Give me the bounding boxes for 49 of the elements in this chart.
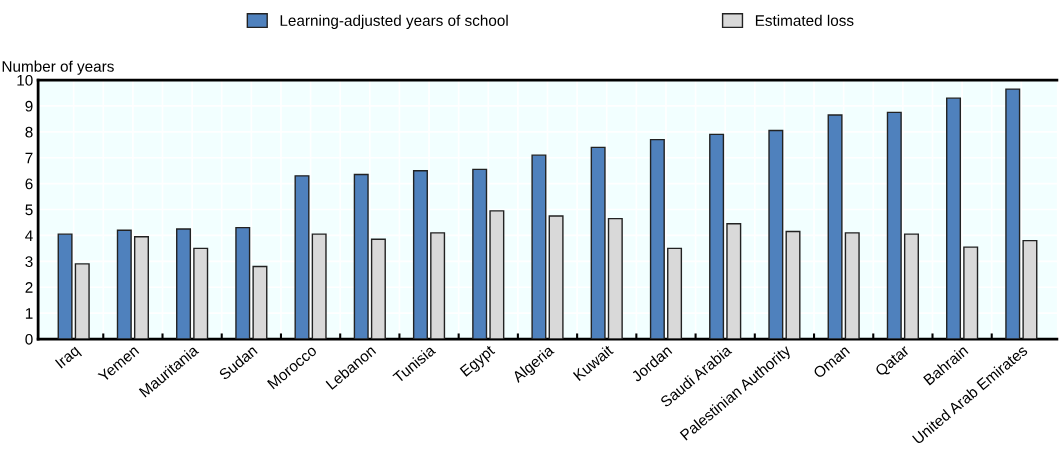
bar: [430, 232, 446, 340]
bar: [886, 111, 902, 340]
bar: [57, 233, 73, 340]
bar: [607, 217, 623, 340]
y-tick-label: 3: [25, 256, 33, 268]
legend-label: Learning-adjusted years of school: [280, 14, 508, 29]
bar: [294, 175, 310, 340]
bar: [709, 133, 725, 340]
y-tick-label: 5: [25, 204, 33, 216]
y-tick-label: 2: [25, 282, 33, 293]
bar: [235, 226, 251, 340]
bar: [116, 229, 132, 340]
bar: [531, 154, 547, 340]
bar: [311, 233, 327, 340]
y-tick-label: 6: [25, 178, 33, 190]
bar: [489, 210, 505, 340]
bar: [768, 129, 784, 340]
bar: [353, 173, 369, 340]
bar: [1022, 239, 1038, 340]
bar: [649, 138, 665, 340]
bar: [412, 169, 428, 340]
bar: [176, 228, 192, 340]
bar: [590, 146, 606, 340]
bar: [785, 230, 801, 340]
bar: [472, 168, 488, 340]
bar: [963, 246, 979, 340]
bar: [548, 215, 564, 340]
bar: [74, 263, 90, 340]
y-tick-label: 8: [25, 126, 33, 138]
y-tick-label: 4: [25, 230, 33, 241]
bar: [1005, 88, 1021, 340]
bar: [667, 247, 683, 340]
bar: [844, 232, 860, 340]
bar: [827, 114, 843, 340]
bar: [903, 233, 919, 340]
bar: [726, 223, 742, 340]
y-tick-label: 0: [25, 333, 33, 345]
x-tick-label: Iraq: [54, 344, 83, 371]
legend-label: Estimated loss: [755, 14, 854, 26]
bar: [133, 236, 149, 340]
bar: [252, 265, 268, 340]
bar: [370, 238, 386, 340]
bar: [193, 247, 209, 340]
y-tick-label: 10: [17, 74, 33, 86]
bar: [946, 97, 962, 340]
y-tick-label: 1: [25, 308, 33, 319]
y-tick-label: 9: [25, 100, 33, 112]
y-axis-title: Number of years: [2, 60, 114, 75]
y-tick-label: 7: [25, 152, 33, 164]
